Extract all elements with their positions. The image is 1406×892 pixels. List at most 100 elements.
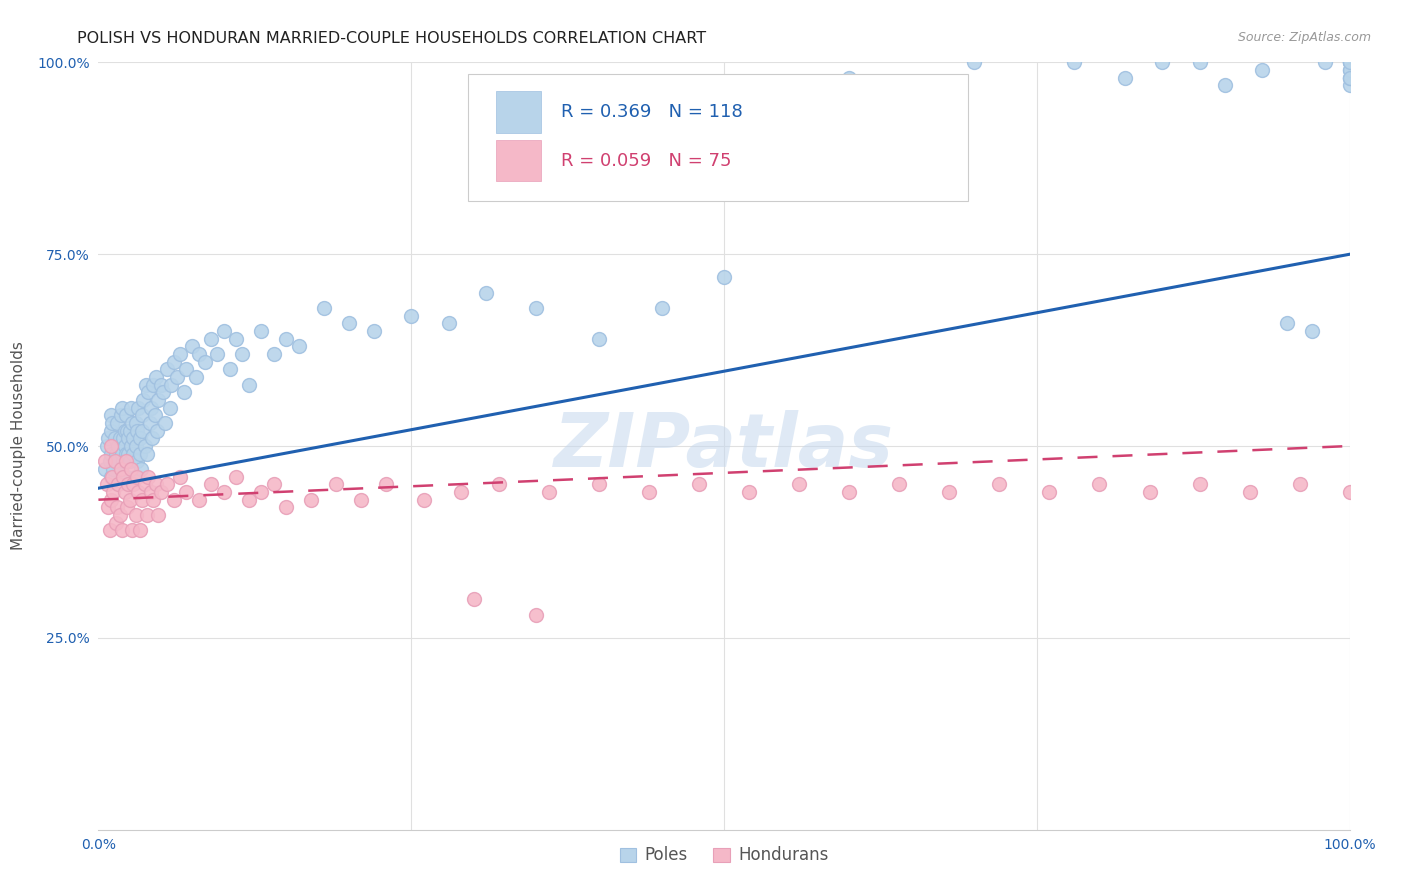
Point	[337, 316, 360, 330]
Point	[143, 409, 166, 423]
Point	[187, 492, 209, 507]
Point	[111, 401, 134, 415]
Point	[1139, 485, 1161, 500]
Point	[1339, 63, 1361, 78]
Point	[401, 309, 423, 323]
Point	[350, 492, 373, 507]
Point	[101, 416, 124, 430]
Point	[115, 424, 138, 438]
Point	[112, 454, 135, 468]
Point	[131, 424, 153, 438]
Point	[299, 492, 322, 507]
Point	[100, 439, 122, 453]
Point	[117, 431, 139, 445]
FancyBboxPatch shape	[496, 139, 541, 181]
Point	[97, 500, 120, 515]
Point	[100, 447, 122, 461]
Y-axis label: Married-couple Households: Married-couple Households	[11, 342, 27, 550]
Point	[138, 385, 160, 400]
Point	[114, 439, 136, 453]
FancyBboxPatch shape	[496, 91, 541, 133]
Point	[437, 316, 460, 330]
Point	[1063, 55, 1085, 70]
Point	[112, 469, 135, 483]
Point	[105, 500, 128, 515]
Point	[129, 462, 152, 476]
Point	[287, 339, 309, 353]
Point	[120, 401, 142, 415]
Point	[152, 385, 174, 400]
Point	[263, 347, 285, 361]
Point	[112, 431, 135, 445]
Point	[181, 339, 204, 353]
Point	[1339, 485, 1361, 500]
Point	[131, 409, 153, 423]
Point	[174, 485, 197, 500]
Point	[838, 485, 860, 500]
Point	[938, 485, 960, 500]
Point	[136, 447, 159, 461]
Point	[1339, 55, 1361, 70]
Point	[135, 377, 157, 392]
Point	[150, 485, 173, 500]
Point	[115, 447, 138, 461]
Point	[97, 431, 120, 445]
Point	[1339, 70, 1361, 85]
Point	[1114, 70, 1136, 85]
Point	[105, 454, 128, 468]
Point	[118, 492, 141, 507]
Point	[159, 401, 181, 415]
Point	[93, 462, 115, 476]
Point	[588, 332, 610, 346]
Point	[117, 477, 139, 491]
Point	[1251, 63, 1274, 78]
Point	[110, 462, 132, 476]
Point	[274, 500, 298, 515]
Point	[238, 377, 260, 392]
Point	[103, 462, 125, 476]
Point	[148, 392, 170, 407]
Point	[128, 447, 150, 461]
Point	[1239, 485, 1261, 500]
Point	[145, 370, 167, 384]
Point	[114, 485, 136, 500]
Point	[96, 439, 118, 453]
Point	[138, 416, 160, 430]
Point	[184, 370, 207, 384]
Point	[787, 477, 810, 491]
Legend: Poles, Hondurans: Poles, Hondurans	[613, 839, 835, 871]
Text: Source: ZipAtlas.com: Source: ZipAtlas.com	[1237, 31, 1371, 45]
Point	[231, 347, 253, 361]
Point	[169, 469, 191, 483]
Point	[120, 462, 142, 476]
Point	[200, 332, 222, 346]
Point	[139, 485, 162, 500]
Point	[100, 424, 122, 438]
Point	[118, 424, 141, 438]
Point	[412, 492, 434, 507]
Point	[1339, 63, 1361, 78]
Point	[1339, 70, 1361, 85]
Point	[225, 332, 247, 346]
Point	[200, 477, 222, 491]
Point	[218, 362, 240, 376]
Point	[363, 324, 385, 338]
Point	[1288, 477, 1310, 491]
Point	[1038, 485, 1060, 500]
Point	[450, 485, 472, 500]
Point	[963, 55, 986, 70]
Point	[1339, 55, 1361, 70]
Point	[104, 447, 127, 461]
Point	[1339, 55, 1361, 70]
Point	[127, 454, 149, 468]
Point	[124, 469, 146, 483]
Point	[162, 492, 184, 507]
Text: POLISH VS HONDURAN MARRIED-COUPLE HOUSEHOLDS CORRELATION CHART: POLISH VS HONDURAN MARRIED-COUPLE HOUSEH…	[77, 31, 706, 46]
Point	[375, 477, 398, 491]
Point	[650, 301, 672, 315]
Point	[127, 485, 149, 500]
Point	[120, 439, 142, 453]
Point	[688, 477, 710, 491]
Point	[122, 477, 145, 491]
Point	[160, 377, 183, 392]
